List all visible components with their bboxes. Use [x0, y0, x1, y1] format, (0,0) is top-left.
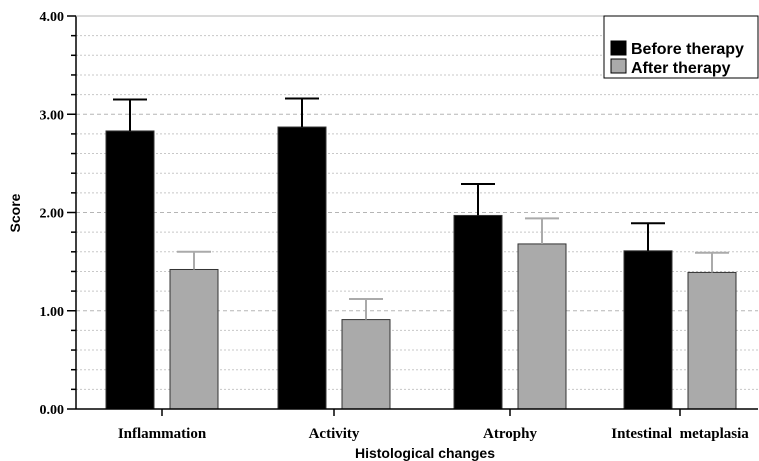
bar-before-therapy [453, 214, 503, 410]
y-tick-label: 2.00 [40, 207, 65, 222]
legend-swatch-before [610, 40, 627, 56]
x-category-label: Activity [309, 426, 360, 442]
bars-layer [105, 126, 737, 410]
legend-swatch-after [610, 58, 627, 74]
y-tick-labels: 0.00 1.00 2.00 3.00 4.00 [40, 10, 65, 418]
x-category-labels: Inflammation Activity Atrophy Intestinal me… [118, 426, 749, 442]
legend: Before therapy After therapy [603, 15, 759, 79]
y-tick-label: 1.00 [40, 305, 65, 320]
bar-after-therapy [169, 268, 219, 410]
y-axis-title: Score [7, 193, 23, 232]
bar-after-therapy [517, 243, 567, 410]
x-category-label: Atrophy [483, 426, 537, 442]
error-bars-layer [113, 97, 729, 320]
y-tick-label: 4.00 [40, 10, 65, 25]
legend-box [603, 15, 759, 79]
bar-before-therapy [623, 250, 673, 410]
x-axis-title: Histological changes [355, 445, 495, 461]
bar-before-therapy [105, 130, 155, 410]
bar-after-therapy [341, 319, 391, 410]
x-category-label: Inflammation [118, 426, 207, 442]
bar-after-therapy [687, 271, 737, 410]
y-tick-label: 3.00 [40, 108, 65, 123]
y-tick-label: 0.00 [40, 403, 65, 418]
bar-before-therapy [277, 126, 327, 410]
legend-label-after: After therapy [631, 60, 731, 77]
legend-label-before: Before therapy [631, 41, 744, 58]
x-category-label: Intestinal metaplasia [611, 426, 749, 442]
